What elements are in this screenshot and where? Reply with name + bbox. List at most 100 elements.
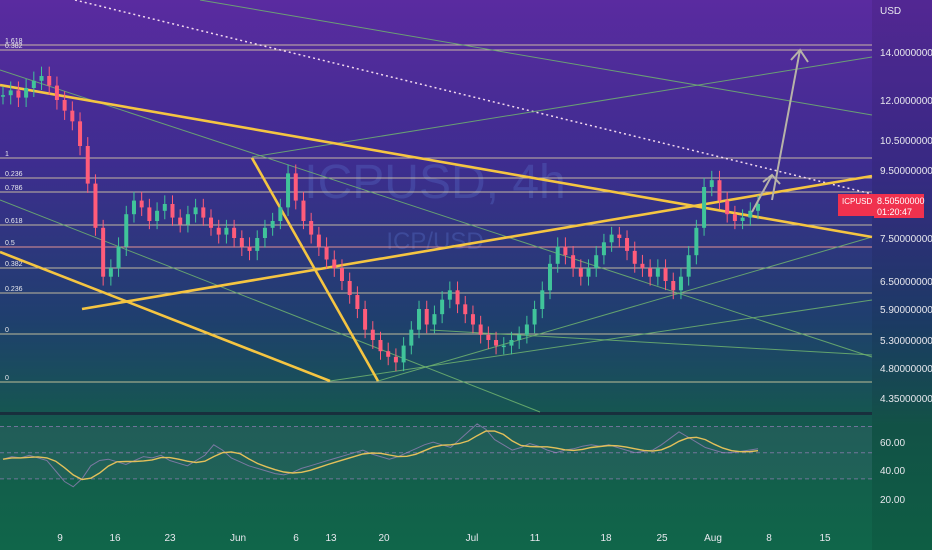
candle-body	[162, 204, 167, 211]
candle-body	[324, 246, 329, 260]
candle-body	[678, 276, 683, 291]
candle-body	[16, 90, 21, 98]
projection-arrow-1	[751, 174, 773, 213]
candle-body	[201, 207, 206, 218]
last-price-label: 8.50500000	[877, 196, 925, 206]
candle-body	[47, 76, 52, 86]
candle-body	[417, 309, 422, 330]
candle-body	[709, 180, 714, 187]
candle-body	[501, 345, 506, 348]
candle-body	[278, 207, 283, 221]
fib-level-label: 1.618	[5, 38, 23, 45]
yellow-trendline	[0, 83, 873, 239]
green-channel-line	[377, 236, 873, 382]
candle-body	[463, 304, 468, 315]
dotted-trendline	[74, 0, 873, 195]
candle-body	[116, 246, 121, 269]
candle-body	[386, 351, 391, 357]
price-tick-label: 12.00000000	[880, 96, 932, 107]
fib-level-label: 0.786	[5, 185, 23, 192]
candle-body	[409, 329, 414, 346]
candle-body	[216, 227, 221, 235]
candle-body	[694, 227, 699, 256]
candle-body	[393, 356, 398, 363]
fib-level-label: 0.236	[5, 286, 23, 293]
chart-title: ICPUSD, 4h	[304, 156, 565, 209]
rsi-tick-label: 20.00	[880, 495, 905, 506]
fib-level-label: 0.382	[5, 261, 23, 268]
candle-body	[101, 227, 106, 277]
candle-body	[363, 309, 368, 330]
candle-body	[286, 173, 291, 208]
candle-body	[617, 234, 622, 238]
candle-body	[147, 207, 152, 221]
candle-body	[547, 263, 552, 291]
candle-body	[8, 90, 13, 96]
candle-body	[70, 110, 75, 122]
candle-body	[586, 268, 591, 277]
candle-body	[54, 85, 59, 100]
candle-body	[447, 290, 452, 300]
time-tick-label: 11	[530, 533, 541, 544]
candle-body	[655, 268, 660, 277]
panel-separator	[0, 412, 872, 415]
candle-body	[209, 217, 214, 228]
green-channel-line	[0, 69, 873, 358]
projection-arrow-2	[771, 49, 801, 201]
candle-body	[224, 227, 229, 235]
time-tick-label: Aug	[704, 533, 722, 544]
candle-body	[378, 340, 383, 352]
candle-body	[578, 268, 583, 277]
candle-body	[31, 80, 36, 88]
yellow-trendline	[0, 250, 331, 383]
candle-body	[85, 146, 90, 184]
price-tick-label: 5.30000000	[880, 336, 932, 347]
rsi-tick-label: 40.00	[880, 466, 905, 477]
price-tick-label: 4.35000000	[880, 394, 932, 405]
candle-body	[756, 204, 760, 211]
candle-body	[732, 214, 737, 221]
candle-body	[478, 324, 483, 335]
price-tick-label: 9.50000000	[880, 166, 932, 177]
price-tick-label: 4.80000000	[880, 364, 932, 375]
candle-body	[748, 210, 753, 218]
green-channel-line	[329, 299, 873, 382]
candle-body	[124, 214, 129, 247]
projection-arrow-2-head	[790, 48, 809, 63]
candle-body	[517, 334, 522, 340]
candle-body	[155, 210, 160, 221]
price-axis-bg	[872, 0, 932, 550]
fib-level-label: 0	[5, 327, 9, 334]
time-tick-label: 23	[164, 533, 176, 544]
price-tick-label: 7.50000000	[880, 234, 932, 245]
fib-level-label: 1	[5, 151, 9, 158]
candle-body	[540, 290, 545, 309]
candle-body	[131, 200, 136, 215]
candle-body	[494, 340, 499, 346]
candle-body	[108, 268, 113, 277]
candle-body	[401, 345, 406, 363]
candle-body	[571, 255, 576, 269]
candle-body	[255, 238, 260, 251]
candle-body	[301, 200, 306, 221]
candle-body	[640, 263, 645, 269]
candle-body	[347, 281, 352, 295]
last-price-badge	[874, 194, 924, 218]
price-tick-label: 10.50000000	[880, 136, 932, 147]
candle-body	[632, 250, 637, 264]
fib-level-label: 0.618	[5, 218, 23, 225]
candle-body	[39, 76, 44, 81]
fib-level-label: 0.5	[5, 240, 15, 247]
candle-body	[432, 314, 437, 325]
time-tick-label: 15	[819, 533, 831, 544]
currency-label: USD	[880, 6, 901, 17]
candle-body	[725, 200, 730, 215]
candle-body	[424, 309, 429, 325]
candle-body	[93, 183, 98, 228]
candle-body	[555, 246, 560, 264]
candle-body	[717, 180, 722, 201]
candle-body	[686, 255, 691, 277]
candle-body	[1, 95, 5, 97]
time-tick-label: Jun	[230, 533, 246, 544]
